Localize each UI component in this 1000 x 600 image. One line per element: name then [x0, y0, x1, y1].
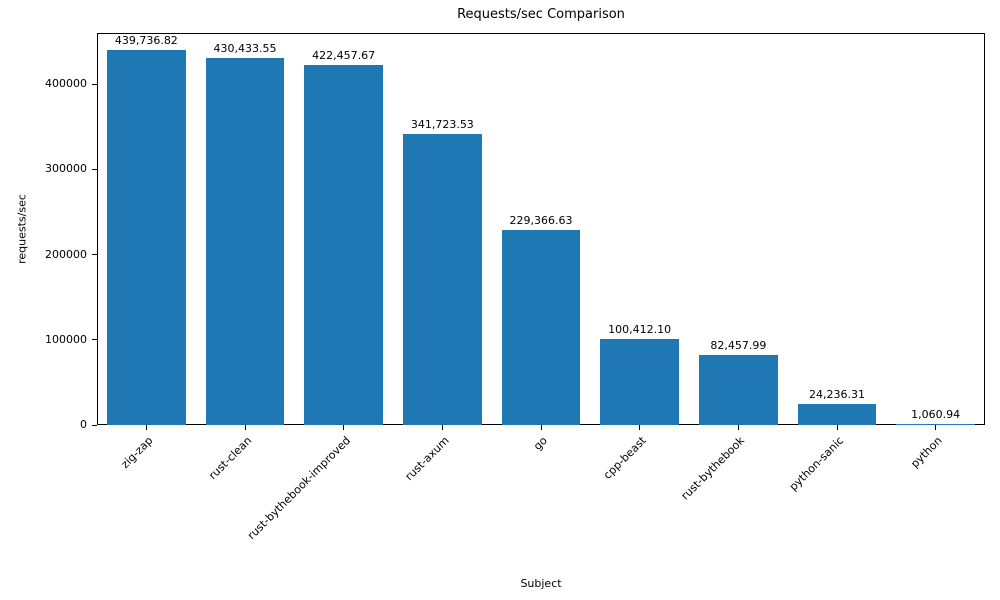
y-tick-label: 200000 — [45, 247, 87, 261]
x-tick-label: rust-bythebook — [679, 434, 748, 503]
x-tick-mark — [935, 425, 937, 430]
bar-cpp-beast — [600, 339, 680, 425]
x-tick-mark — [441, 425, 443, 430]
bar-value-label: 439,736.82 — [114, 34, 178, 48]
y-tick-label: 400000 — [45, 77, 87, 91]
bar-value-label: 1,060.94 — [911, 408, 961, 421]
x-tick-label: zig-zap — [118, 434, 156, 471]
bar-value-label: 430,433.55 — [213, 42, 277, 56]
bar-rust-bythebook-improved — [304, 64, 384, 425]
y-tick-label: 100000 — [45, 332, 87, 346]
bar-value-label: 24,236.31 — [809, 388, 865, 402]
y-tick-mark — [92, 254, 97, 256]
bar-rust-axum — [402, 133, 482, 425]
x-axis-label: Subject — [520, 577, 562, 590]
x-tick-mark — [737, 425, 739, 430]
bar-rust-bythebook — [698, 354, 778, 425]
x-tick-mark — [343, 425, 345, 430]
x-tick-mark — [145, 425, 147, 430]
bar-go — [501, 229, 581, 425]
y-tick-label: 300000 — [45, 162, 87, 176]
y-tick-label: 0 — [80, 418, 87, 431]
bar-value-label: 341,723.53 — [410, 117, 474, 131]
bar-python-sanic — [797, 404, 877, 425]
x-tick-label: rust-bythebook-improved — [244, 434, 353, 543]
y-tick-mark — [92, 424, 97, 426]
bar-value-label: 100,412.10 — [608, 323, 672, 337]
y-tick-mark — [92, 83, 97, 85]
x-tick-label: cpp-beast — [601, 434, 649, 482]
bar-zig-zap — [106, 50, 186, 425]
x-tick-label: go — [531, 434, 551, 453]
x-tick-label: rust-axum — [402, 434, 452, 484]
bar-value-label: 82,457.99 — [710, 338, 767, 352]
x-tick-label: python-sanic — [786, 434, 847, 494]
bar-rust-clean — [205, 58, 285, 425]
y-axis-label: requests/sec — [15, 194, 29, 264]
y-tick-mark — [92, 339, 97, 341]
x-tick-mark — [540, 425, 542, 430]
x-tick-mark — [836, 425, 838, 430]
bar-value-label: 229,366.63 — [509, 213, 573, 227]
x-tick-mark — [639, 425, 641, 430]
x-tick-label: python — [908, 434, 945, 471]
bar-value-label: 422,457.67 — [312, 48, 376, 62]
x-tick-mark — [244, 425, 246, 430]
bar-python — [896, 424, 976, 425]
x-tick-label: rust-clean — [206, 434, 255, 483]
y-tick-mark — [92, 168, 97, 170]
chart-title: Requests/sec Comparison — [457, 7, 625, 22]
